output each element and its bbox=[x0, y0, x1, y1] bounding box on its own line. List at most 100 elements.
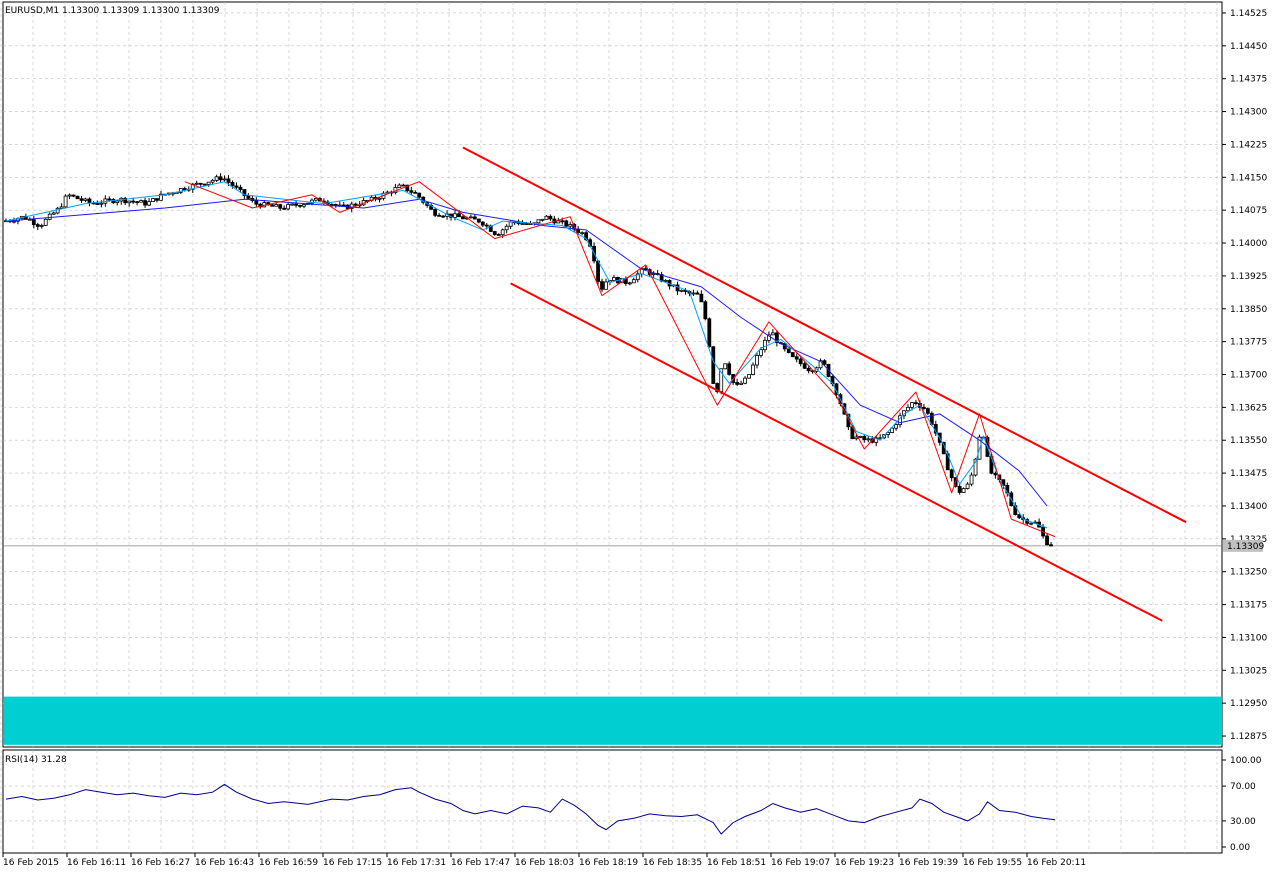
candle-body bbox=[409, 190, 414, 193]
candle-body bbox=[715, 383, 720, 392]
candle-body bbox=[663, 280, 668, 282]
candle-body bbox=[178, 188, 183, 193]
candle-body bbox=[560, 220, 565, 223]
candle-body bbox=[576, 228, 581, 234]
candle-body bbox=[1049, 544, 1053, 547]
candle-body bbox=[492, 231, 497, 235]
candle-body bbox=[71, 194, 76, 197]
candle-body bbox=[127, 200, 132, 204]
rsi-tick-label: 100.00 bbox=[1230, 756, 1262, 766]
candle-body bbox=[457, 213, 461, 218]
candle-body bbox=[568, 224, 573, 227]
rsi-header: RSI(14) 31.28 bbox=[5, 755, 67, 765]
candle-body bbox=[210, 179, 215, 183]
candle-body bbox=[508, 221, 513, 227]
time-tick-label: 16 Feb 18:51 bbox=[707, 858, 766, 868]
candle-body bbox=[139, 200, 143, 203]
candle-body bbox=[584, 232, 589, 241]
price-tick-label: 1.13400 bbox=[1230, 502, 1267, 512]
candle-body bbox=[767, 334, 771, 341]
candle-body bbox=[230, 182, 235, 187]
candle-body bbox=[794, 356, 799, 360]
candle-body bbox=[59, 206, 64, 209]
time-tick-label: 16 Feb 16:27 bbox=[131, 858, 190, 868]
time-tick-label: 16 Feb 20:11 bbox=[1027, 858, 1086, 868]
time-tick-label: 16 Feb 18:35 bbox=[643, 858, 702, 868]
price-tick-label: 1.14375 bbox=[1230, 75, 1267, 85]
candle-body bbox=[711, 346, 716, 384]
candle-body bbox=[564, 220, 569, 227]
candle-body bbox=[536, 219, 541, 224]
candle-body bbox=[218, 176, 223, 181]
candle-body bbox=[143, 200, 147, 206]
rsi-pane[interactable] bbox=[0, 749, 1223, 854]
candle-body bbox=[949, 469, 954, 479]
candle-body bbox=[802, 363, 807, 369]
candle-body bbox=[286, 204, 291, 210]
candle-body bbox=[95, 203, 100, 205]
candle-body bbox=[1045, 535, 1049, 546]
price-tick-label: 1.13625 bbox=[1230, 403, 1267, 413]
candle-body bbox=[87, 198, 92, 204]
candle-body bbox=[651, 273, 656, 275]
price-tick-label: 1.14150 bbox=[1230, 173, 1267, 183]
candle-body bbox=[774, 332, 779, 344]
time-tick-label: 16 Feb 17:47 bbox=[451, 858, 510, 868]
candle-body bbox=[1017, 514, 1022, 519]
price-tick-label: 1.14300 bbox=[1230, 108, 1267, 118]
candle-body bbox=[921, 406, 926, 410]
candle-body bbox=[925, 408, 930, 414]
moving-average-slow bbox=[5, 198, 1048, 507]
candle-body bbox=[115, 200, 120, 204]
time-tick-label: 16 Feb 19:39 bbox=[899, 858, 958, 868]
candle-body bbox=[520, 223, 525, 225]
candle-body bbox=[906, 406, 910, 412]
candle-body bbox=[540, 218, 545, 221]
candle-body bbox=[405, 184, 410, 192]
candle-body bbox=[631, 279, 636, 284]
current-price-label: 1.13309 bbox=[1227, 542, 1264, 552]
candle-body bbox=[341, 204, 346, 207]
candle-body bbox=[556, 220, 561, 224]
candle-body bbox=[699, 293, 704, 303]
candle-body bbox=[500, 229, 505, 236]
candle-body bbox=[35, 224, 40, 227]
price-tick-label: 1.13700 bbox=[1230, 371, 1267, 381]
candle-body bbox=[441, 215, 445, 218]
candle-body bbox=[226, 178, 231, 183]
candle-body bbox=[155, 198, 159, 201]
candle-body bbox=[51, 212, 56, 215]
candle-body bbox=[147, 201, 151, 206]
candle-body bbox=[914, 402, 918, 405]
candle-body bbox=[238, 186, 243, 190]
candle-body bbox=[39, 224, 44, 227]
candle-body bbox=[751, 364, 755, 375]
candle-body bbox=[600, 281, 604, 290]
candle-body bbox=[973, 458, 978, 476]
zigzag-line bbox=[184, 181, 1056, 538]
candle-body bbox=[278, 204, 283, 209]
candle-body bbox=[353, 203, 358, 206]
time-tick-label: 16 Feb 16:59 bbox=[259, 858, 318, 868]
channel-upper-line[interactable] bbox=[462, 146, 1187, 524]
time-tick-label: 16 Feb 2015 bbox=[3, 858, 59, 868]
time-tick-label: 16 Feb 19:23 bbox=[835, 858, 894, 868]
candle-body bbox=[480, 221, 485, 226]
time-tick-label: 16 Feb 18:03 bbox=[515, 858, 574, 868]
candle-body bbox=[961, 488, 966, 493]
candle-body bbox=[282, 207, 287, 210]
candle-body bbox=[377, 197, 382, 200]
candle-body bbox=[198, 182, 203, 185]
candle-body bbox=[790, 352, 795, 358]
candle-body bbox=[822, 360, 827, 365]
price-tick-label: 1.13550 bbox=[1230, 436, 1267, 446]
channel-lower-line[interactable] bbox=[510, 282, 1163, 622]
candle-body bbox=[461, 216, 465, 220]
candle-body bbox=[854, 436, 859, 440]
candle-body bbox=[604, 281, 608, 290]
candle-body bbox=[596, 260, 600, 283]
price-pane[interactable] bbox=[0, 1, 1223, 748]
candle-body bbox=[862, 435, 867, 441]
candle-body bbox=[242, 189, 247, 197]
candle-body bbox=[524, 223, 529, 225]
